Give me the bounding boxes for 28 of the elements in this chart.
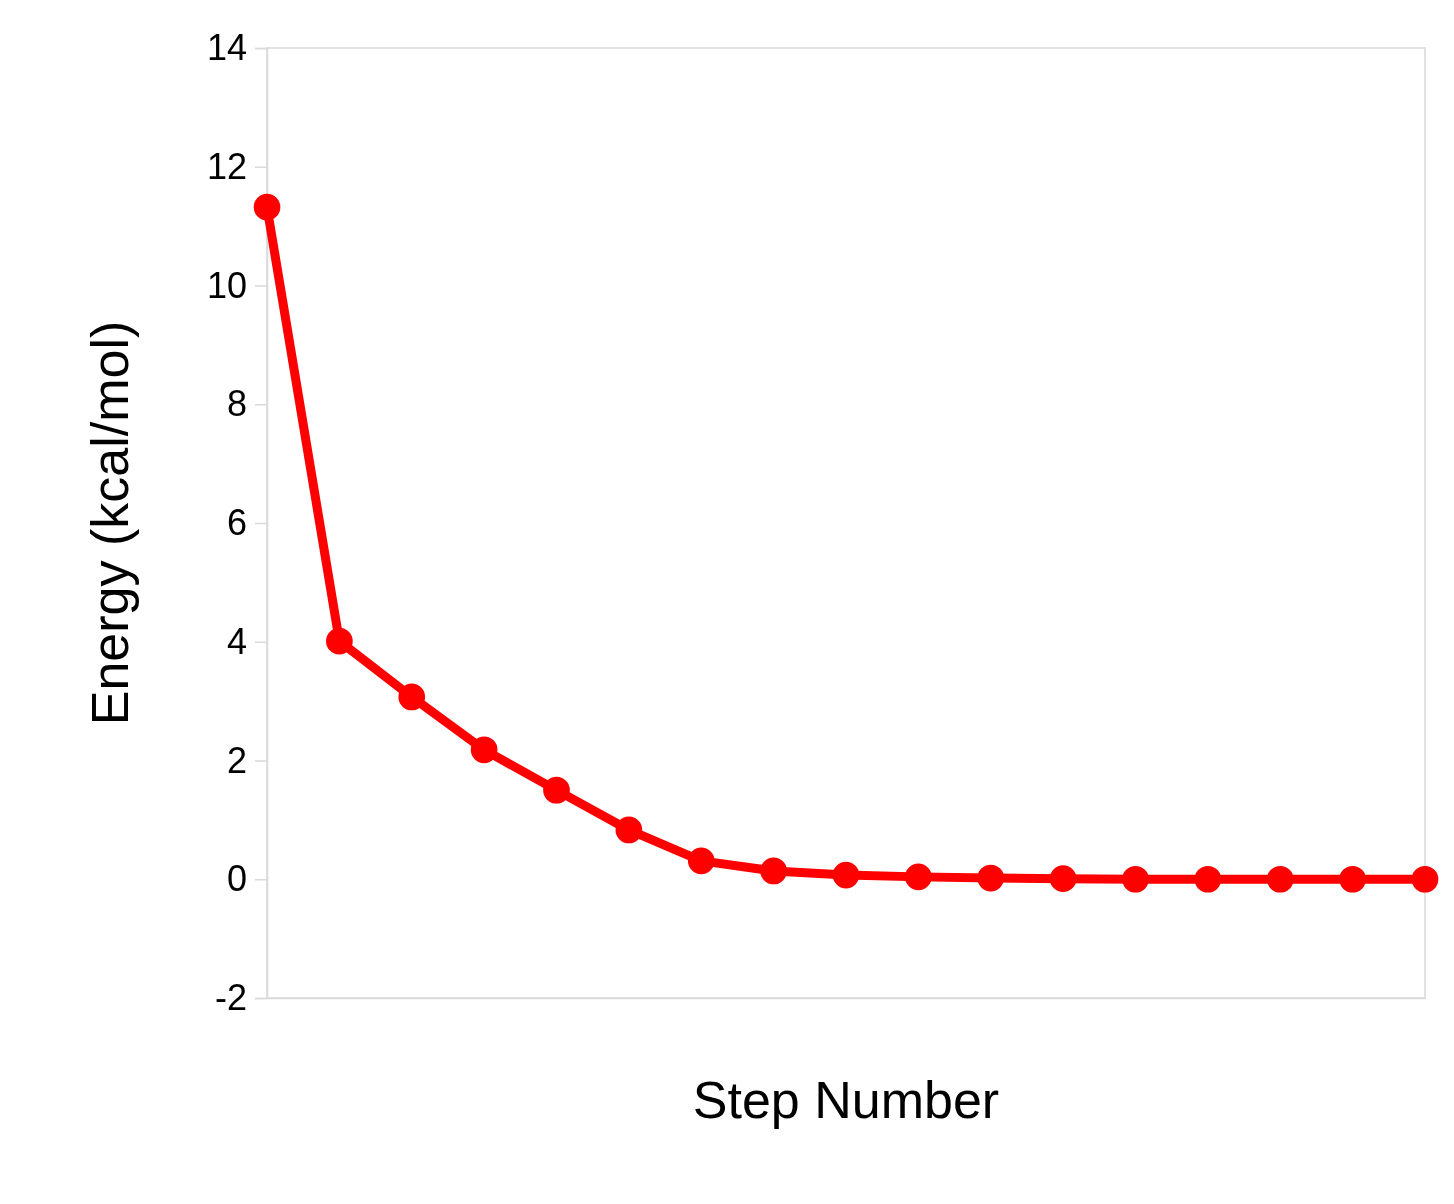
y-tick-label: 8 <box>226 383 247 425</box>
x-axis-title: Step Number <box>692 1071 1000 1129</box>
point <box>470 736 498 764</box>
point <box>832 861 860 889</box>
y-tick-label: 10 <box>206 264 247 306</box>
point <box>253 193 281 221</box>
y-tick-label: 6 <box>226 502 247 544</box>
y-tick-label: 4 <box>226 620 247 662</box>
y-tick-label: 2 <box>226 739 247 781</box>
point <box>687 847 715 875</box>
y-tick-label: 12 <box>206 145 247 187</box>
y-tick-label: 0 <box>226 858 247 900</box>
point <box>1266 865 1294 893</box>
point <box>326 627 353 655</box>
point <box>1411 865 1439 893</box>
y-tick-label: 14 <box>206 27 247 69</box>
y-axis-title: Energy (kcal/mol) <box>81 320 139 726</box>
y-tick-label: -2 <box>214 977 247 1019</box>
point <box>398 683 426 711</box>
point <box>1339 865 1366 893</box>
point <box>977 864 1005 892</box>
point <box>543 776 570 804</box>
point <box>760 857 787 885</box>
point <box>615 816 643 844</box>
point <box>905 863 932 891</box>
point <box>1194 865 1222 893</box>
point <box>1122 865 1149 893</box>
point <box>1049 865 1077 892</box>
